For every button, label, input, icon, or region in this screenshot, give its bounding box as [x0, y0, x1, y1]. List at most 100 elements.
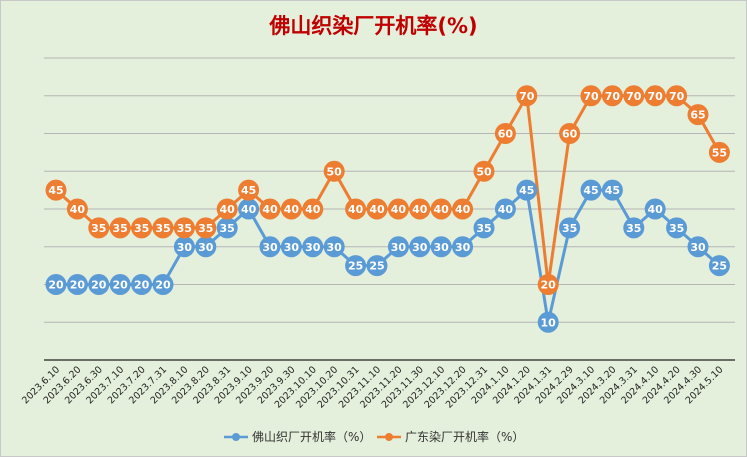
- data-label: 35: [626, 222, 641, 235]
- data-point: [216, 198, 238, 220]
- data-point: [173, 236, 195, 258]
- data-point: [302, 198, 324, 220]
- data-label: 35: [177, 222, 192, 235]
- data-point: [494, 123, 516, 144]
- data-point: [666, 217, 688, 239]
- data-point: [409, 198, 431, 220]
- data-label: 30: [198, 241, 214, 254]
- data-point: [516, 179, 538, 201]
- data-point: [131, 274, 153, 295]
- data-point: [708, 141, 730, 163]
- data-label: 70: [583, 90, 599, 103]
- data-point: [537, 311, 559, 333]
- data-label: 20: [70, 279, 86, 292]
- data-label: 20: [113, 279, 129, 292]
- data-label: 70: [648, 90, 664, 103]
- data-point: [580, 179, 602, 201]
- data-label: 45: [519, 184, 534, 197]
- data-label: 25: [369, 260, 384, 273]
- data-point: [238, 198, 260, 220]
- legend-label: 佛山织厂开机率（%）: [252, 429, 371, 444]
- data-label: 40: [70, 203, 86, 216]
- data-point: [708, 255, 730, 277]
- data-label: 40: [305, 203, 321, 216]
- data-label: 70: [669, 90, 685, 103]
- data-point: [131, 217, 153, 239]
- data-label: 30: [284, 241, 300, 254]
- data-point: [601, 179, 623, 201]
- data-label: 35: [134, 222, 149, 235]
- data-point: [280, 198, 302, 220]
- data-label: 45: [605, 184, 620, 197]
- data-point: [280, 236, 302, 258]
- data-point: [387, 236, 409, 258]
- data-points: 20 20 20 20 20 20 30 30 35 40 30 30 30 30 25 25 30 30 30 30…: [45, 85, 730, 333]
- data-point: [152, 274, 174, 295]
- data-point: [195, 217, 217, 239]
- data-point: [216, 217, 238, 239]
- data-point: [559, 123, 581, 144]
- data-label: 20: [541, 279, 557, 292]
- data-label: 25: [348, 260, 363, 273]
- data-point: [109, 274, 131, 295]
- data-point: [409, 236, 431, 258]
- data-label: 70: [626, 90, 642, 103]
- data-label: 35: [113, 222, 128, 235]
- data-label: 30: [391, 241, 407, 254]
- data-label: 40: [455, 203, 471, 216]
- data-point: [430, 236, 452, 258]
- data-point: [559, 217, 581, 239]
- data-point: [152, 217, 174, 239]
- legend-marker: [385, 433, 393, 441]
- data-label: 20: [155, 279, 171, 292]
- data-point: [109, 217, 131, 239]
- data-label: 35: [155, 222, 170, 235]
- data-point: [345, 255, 367, 277]
- data-label: 40: [284, 203, 300, 216]
- data-label: 40: [369, 203, 385, 216]
- data-label: 55: [712, 146, 727, 159]
- data-point: [644, 85, 666, 107]
- data-label: 45: [241, 184, 256, 197]
- data-point: [644, 198, 666, 220]
- data-label: 45: [48, 184, 63, 197]
- data-label: 40: [348, 203, 364, 216]
- legend-marker: [232, 433, 240, 441]
- chart-title: 佛山织染厂开机率(%): [269, 14, 478, 38]
- data-label: 40: [241, 203, 257, 216]
- data-point: [345, 198, 367, 220]
- data-point: [302, 236, 324, 258]
- data-label: 20: [91, 279, 107, 292]
- data-label: 35: [669, 222, 684, 235]
- data-label: 30: [412, 241, 428, 254]
- data-point: [323, 160, 345, 182]
- data-label: 40: [498, 203, 514, 216]
- data-point: [238, 179, 260, 201]
- data-label: 40: [434, 203, 450, 216]
- data-label: 30: [177, 241, 193, 254]
- data-label: 60: [498, 128, 514, 141]
- data-point: [45, 179, 67, 201]
- data-point: [473, 160, 495, 182]
- data-label: 40: [262, 203, 278, 216]
- data-point: [452, 236, 474, 258]
- data-point: [687, 236, 709, 258]
- data-label: 30: [434, 241, 450, 254]
- data-label: 40: [220, 203, 236, 216]
- data-point: [88, 217, 110, 239]
- data-point: [494, 198, 516, 220]
- data-label: 65: [690, 109, 705, 122]
- data-label: 25: [712, 260, 727, 273]
- data-point: [623, 85, 645, 107]
- data-label: 50: [327, 165, 343, 178]
- data-label: 30: [305, 241, 321, 254]
- data-label: 35: [220, 222, 235, 235]
- data-label: 40: [412, 203, 428, 216]
- data-point: [195, 236, 217, 258]
- data-label: 30: [327, 241, 343, 254]
- data-point: [66, 274, 88, 295]
- data-label: 35: [476, 222, 491, 235]
- data-label: 35: [91, 222, 106, 235]
- data-point: [259, 236, 281, 258]
- data-point: [366, 198, 388, 220]
